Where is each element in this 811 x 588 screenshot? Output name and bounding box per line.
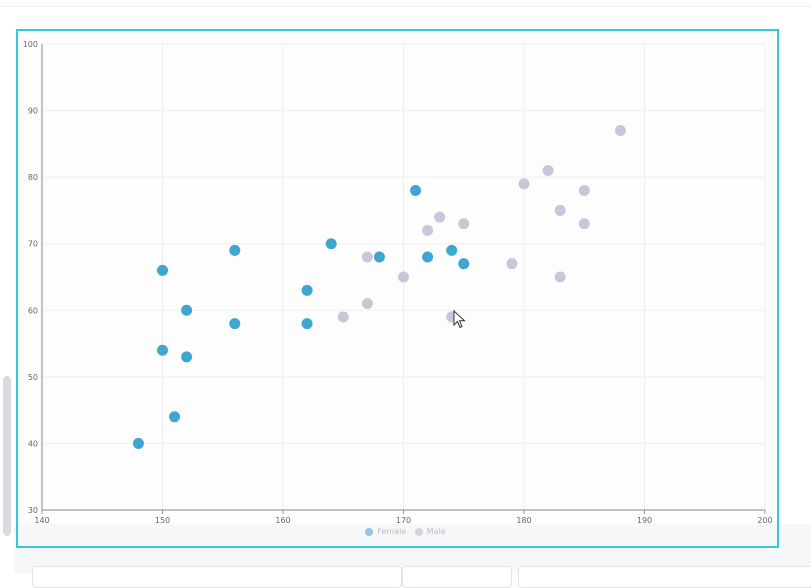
x-tick-label: 150 — [155, 516, 170, 525]
plot-background — [18, 31, 777, 524]
y-tick-label: 90 — [28, 107, 38, 116]
point-female[interactable] — [181, 304, 193, 316]
point-male[interactable] — [518, 178, 530, 190]
point-male[interactable] — [398, 271, 409, 283]
y-tick-label: 30 — [28, 506, 38, 515]
legend-male-label: Male — [426, 527, 446, 536]
point-male[interactable] — [361, 251, 373, 263]
y-tick-label: 50 — [28, 373, 38, 382]
point-female[interactable] — [157, 344, 168, 356]
point-female[interactable] — [229, 318, 241, 330]
point-female[interactable] — [229, 244, 241, 256]
point-male[interactable] — [554, 204, 566, 216]
point-female[interactable] — [410, 184, 422, 196]
point-male[interactable] — [554, 271, 566, 283]
legend-male-marker — [414, 527, 423, 536]
point-male[interactable] — [337, 311, 349, 323]
y-tick-label: 40 — [28, 439, 38, 448]
x-tick-label: 180 — [516, 516, 531, 525]
y-tick-label: 100 — [23, 40, 38, 49]
point-male[interactable] — [614, 125, 626, 137]
point-female[interactable] — [132, 437, 144, 449]
point-female[interactable] — [157, 264, 168, 276]
x-tick-label: 170 — [396, 516, 411, 525]
point-female[interactable] — [422, 251, 434, 263]
mouse-cursor-icon — [453, 309, 467, 334]
point-female[interactable] — [169, 411, 181, 423]
point-male[interactable] — [422, 224, 434, 236]
x-tick-label: 190 — [637, 516, 652, 525]
x-tick-label: 200 — [757, 516, 772, 525]
point-female[interactable] — [373, 251, 385, 263]
x-tick-label: 140 — [34, 516, 49, 525]
point-female[interactable] — [301, 284, 313, 296]
point-male[interactable] — [578, 218, 590, 230]
legend-female-label: Female — [377, 527, 407, 536]
y-tick-label: 60 — [28, 306, 38, 315]
legend-item-male[interactable]: Male — [414, 527, 446, 536]
scatter-chart: 140 150 160 170 180 190 200 30 40 50 60 70 80 90 100 — [18, 31, 777, 525]
x-tick-label: 160 — [275, 516, 290, 525]
point-female[interactable] — [301, 318, 313, 330]
bottom-panel — [14, 524, 811, 573]
point-female[interactable] — [458, 258, 470, 270]
point-male[interactable] — [578, 184, 590, 196]
selection-frame — [16, 29, 779, 548]
point-male[interactable] — [361, 298, 373, 310]
scrollbar[interactable] — [3, 376, 11, 536]
legend: Female Male — [0, 527, 811, 538]
point-female[interactable] — [325, 238, 337, 250]
point-male[interactable] — [458, 218, 470, 230]
top-divider — [0, 6, 811, 7]
legend-female-marker — [365, 527, 374, 536]
y-tick-label: 70 — [28, 240, 38, 249]
y-tick-label: 80 — [28, 173, 38, 182]
point-female[interactable] — [446, 244, 458, 256]
legend-item-female[interactable]: Female — [365, 527, 406, 536]
point-male[interactable] — [542, 164, 554, 176]
point-female[interactable] — [181, 351, 193, 363]
point-male[interactable] — [434, 211, 446, 223]
point-male[interactable] — [506, 258, 518, 270]
